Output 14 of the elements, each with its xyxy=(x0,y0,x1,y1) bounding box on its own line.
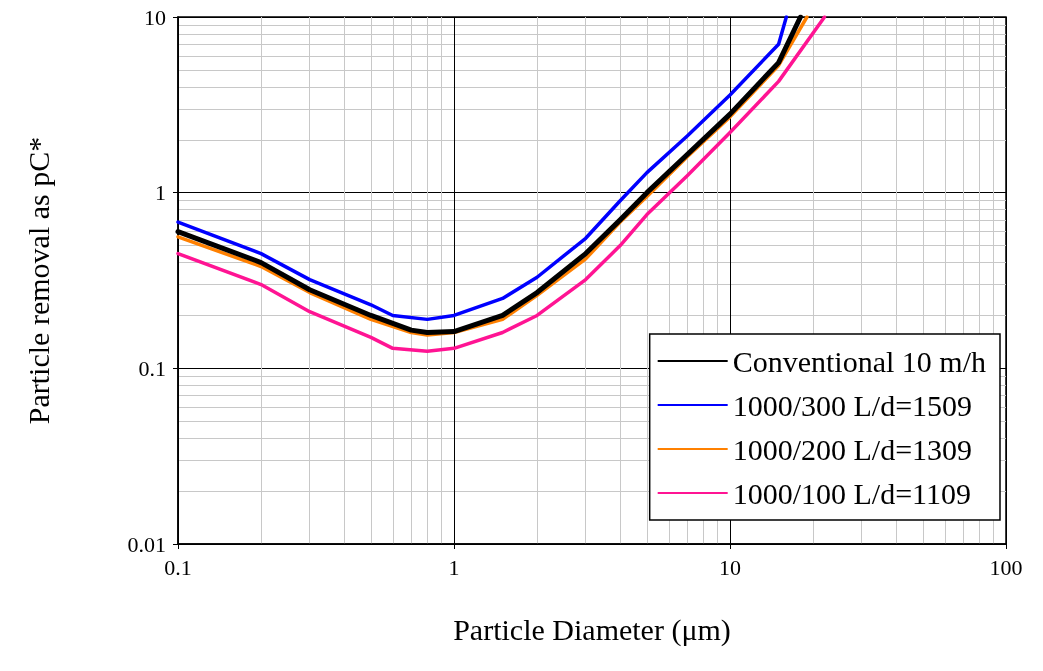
x-tick-label: 1 xyxy=(448,554,460,580)
y-tick-label: 10 xyxy=(144,4,166,30)
x-tick-label: 10 xyxy=(719,554,741,580)
legend-label: 1000/300 L/d=1509 xyxy=(732,388,973,422)
legend-label: 1000/100 L/d=1109 xyxy=(732,476,971,510)
x-axis-title: Particle Diameter (μm) xyxy=(453,612,731,647)
y-axis-title: Particle removal as pC* xyxy=(21,136,55,425)
legend-label: 1000/200 L/d=1309 xyxy=(732,432,973,466)
y-tick-label: 0.01 xyxy=(127,531,166,557)
x-tick-label: 100 xyxy=(989,554,1023,580)
y-tick-label: 0.1 xyxy=(138,355,166,381)
y-tick-label: 1 xyxy=(155,180,166,206)
legend-label: Conventional 10 m/h xyxy=(732,344,987,378)
x-tick-label: 0.1 xyxy=(164,554,192,580)
